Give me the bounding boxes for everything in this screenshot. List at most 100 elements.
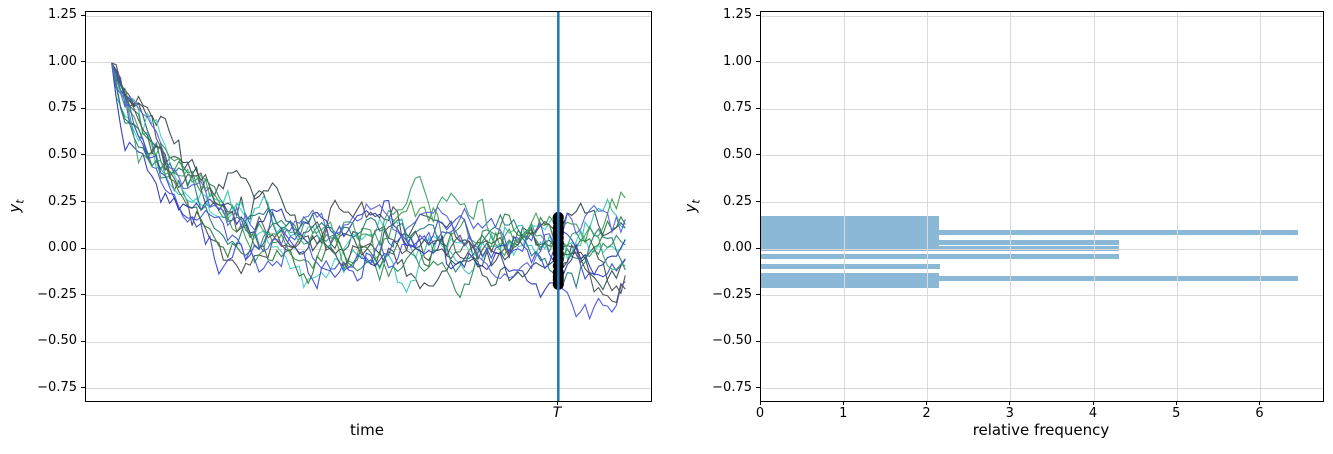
simulation-path [111, 62, 626, 271]
gridline [86, 155, 651, 157]
x-tick-label: 2 [922, 406, 931, 421]
y-tickmark [756, 247, 760, 249]
gridline [1260, 12, 1262, 401]
y-tick-label: 0.75 [48, 100, 77, 116]
y-tick-label: −0.75 [712, 379, 752, 395]
x-tick-label: 5 [1172, 406, 1181, 421]
y-tick-label: −0.75 [37, 379, 77, 395]
frequency-bar [761, 240, 1119, 245]
frequency-bar [761, 254, 1119, 260]
y-tickmark [756, 107, 760, 109]
simulation-path [111, 62, 626, 294]
y-tickmark [756, 14, 760, 16]
x-tickmark [759, 401, 761, 405]
t-tick-label: T [552, 405, 562, 421]
left-xaxis-label: time [350, 421, 384, 439]
gridline [86, 108, 651, 110]
y-tick-label: 1.25 [723, 7, 752, 23]
x-tickmark [1259, 401, 1261, 405]
y-tick-label: 1.25 [48, 7, 77, 23]
x-tickmark [1092, 401, 1094, 405]
simulation-path [111, 62, 626, 280]
x-tickmark [842, 401, 844, 405]
y-tickmark [756, 294, 760, 296]
gridline [761, 248, 1323, 250]
simulation-path [111, 62, 626, 299]
y-tickmark [81, 61, 85, 63]
y-tick-label: 0.00 [48, 240, 77, 255]
simulation-path [111, 62, 626, 291]
y-tickmark [756, 61, 760, 63]
gridline [761, 62, 1323, 64]
simulation-path [111, 62, 626, 270]
gridline [86, 62, 651, 64]
frequency-bar [761, 276, 1299, 282]
x-tickmark [1175, 401, 1177, 405]
y-tickmark [81, 340, 85, 342]
gridline [86, 341, 651, 343]
x-tickmark [926, 401, 928, 405]
simulation-path [111, 62, 626, 295]
right-plot-area [760, 11, 1324, 402]
x-tickmark [1009, 401, 1011, 405]
y-tick-label: 1.00 [48, 53, 77, 69]
y-tick-label: 0.75 [723, 100, 752, 116]
y-tickmark [81, 247, 85, 249]
simulation-path [111, 62, 626, 291]
right-yaxis-label-sub: t [689, 199, 703, 204]
left-yaxis-label-sub: t [13, 199, 27, 204]
y-tick-label: −0.50 [712, 333, 752, 349]
gridline [86, 15, 651, 17]
gridline [86, 388, 651, 390]
left-grid-layer [86, 12, 651, 401]
y-tickmark [81, 294, 85, 296]
gridline [761, 108, 1323, 110]
frequency-bar [761, 264, 940, 270]
gridline [86, 295, 651, 297]
y-tickmark [81, 154, 85, 156]
gridline [86, 248, 651, 250]
left-yaxis-label-base: y [5, 203, 24, 213]
gridline [761, 15, 1323, 17]
y-tick-label: 0.25 [48, 193, 77, 209]
y-tickmark [756, 340, 760, 342]
right-grid-layer [761, 12, 1323, 401]
y-tickmark [81, 201, 85, 202]
right-yaxis-label-base: y [681, 203, 700, 213]
simulation-path [111, 62, 626, 285]
simulation-path [111, 62, 626, 321]
y-tickmark [756, 201, 760, 202]
x-tick-label: 3 [1005, 406, 1014, 421]
gridline [843, 12, 845, 401]
y-tick-label: −0.25 [712, 286, 752, 302]
gridline [1176, 12, 1178, 401]
gridline [761, 388, 1323, 390]
gridline [761, 341, 1323, 343]
right-yaxis-label: yt [682, 199, 703, 212]
y-tick-label: 1.00 [723, 53, 752, 69]
y-tickmark [81, 387, 85, 389]
gridline [927, 12, 929, 401]
y-tickmark [756, 387, 760, 389]
frequency-bar [761, 230, 1299, 236]
y-tick-label: −0.25 [37, 286, 77, 302]
x-tick-label: 6 [1255, 406, 1264, 421]
right-xaxis-label: relative frequency [972, 421, 1110, 439]
gridline [1010, 12, 1012, 401]
simulation-path [111, 62, 626, 290]
left-yaxis-label: yt [6, 199, 27, 212]
y-tickmark [81, 107, 85, 109]
x-tick-label: 4 [1088, 406, 1098, 421]
y-tick-label: 0.00 [723, 240, 752, 255]
gridline [1093, 12, 1095, 401]
left-plot-area [85, 11, 652, 402]
simulation-path [111, 62, 626, 290]
gridline [761, 295, 1323, 297]
simulation-path [111, 62, 626, 304]
y-tickmark [756, 154, 760, 156]
y-tick-label: 0.50 [48, 146, 77, 162]
t-tickmark [556, 401, 558, 405]
x-tick-label: 0 [755, 406, 765, 421]
gridline [761, 202, 1323, 203]
